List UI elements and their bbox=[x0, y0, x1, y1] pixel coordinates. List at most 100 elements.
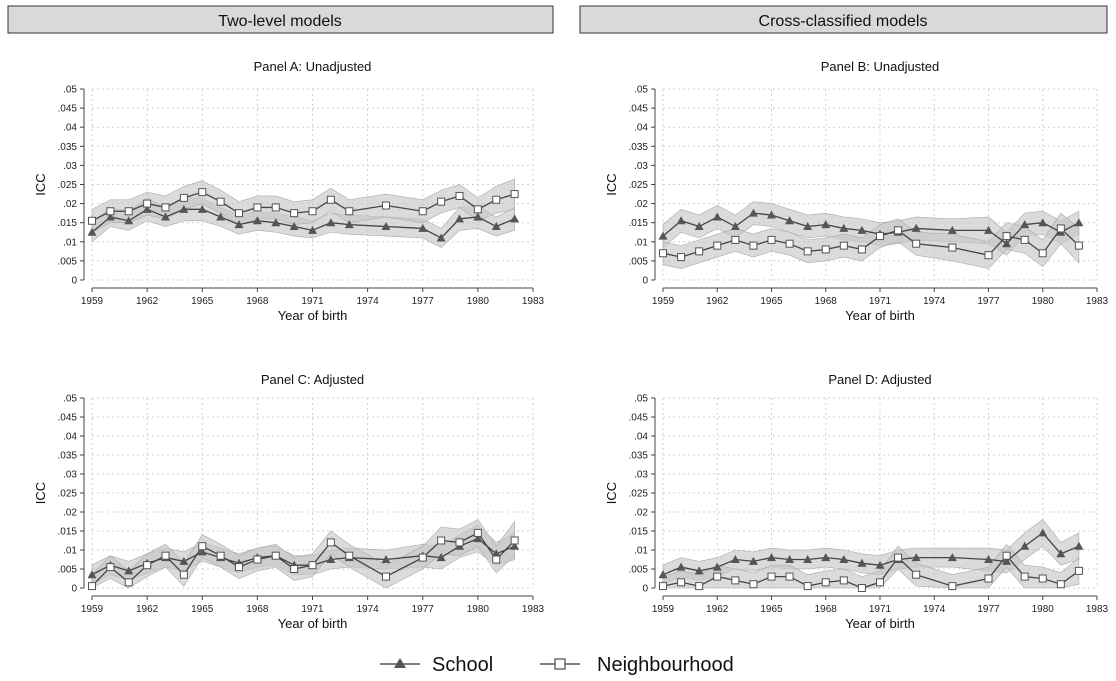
neighbourhood-point bbox=[253, 203, 262, 212]
school-point bbox=[1038, 218, 1048, 227]
y-tick-label: .005 bbox=[58, 256, 78, 267]
panel-title: Panel C: Adjusted bbox=[261, 372, 364, 387]
school-point bbox=[984, 225, 993, 234]
panel-d: Panel D: Adjusted 0 .005 .01 .015 .02 .025 .03.… bbox=[604, 372, 1109, 631]
neighbourhood-line bbox=[662, 554, 1080, 589]
x-tick-label: 1959 bbox=[652, 296, 675, 307]
neighbourhood-point bbox=[216, 551, 225, 560]
neighbourhood-point bbox=[88, 216, 96, 225]
neighbourhood-point bbox=[695, 247, 704, 256]
neighbourhood-point bbox=[659, 582, 667, 591]
legend-neighbourhood-label: Neighbourhood bbox=[597, 654, 734, 676]
school-point bbox=[436, 553, 446, 562]
y-tick-label: 0 bbox=[642, 276, 648, 287]
neighbourhood-point bbox=[88, 582, 96, 591]
y-axis-title: ICC bbox=[33, 482, 48, 504]
school-point bbox=[381, 222, 391, 231]
school-point bbox=[418, 223, 428, 232]
y-tick-label: .035 bbox=[58, 142, 78, 153]
x-tick-label: 1965 bbox=[191, 296, 214, 307]
y-tick-label: .005 bbox=[629, 565, 649, 576]
neighbourhood-ci-band bbox=[91, 178, 515, 233]
y-tick-label: .045 bbox=[629, 413, 649, 424]
school-point bbox=[730, 222, 740, 231]
school-point bbox=[381, 555, 391, 563]
neighbourhood-point bbox=[326, 195, 335, 204]
school-point bbox=[658, 231, 668, 240]
neighbourhood-point bbox=[124, 578, 133, 587]
y-tick-label: 0 bbox=[642, 584, 648, 595]
neighbourhood-ci-band bbox=[662, 543, 1080, 589]
neighbourhood-point bbox=[659, 249, 667, 258]
y-tick-label: .05 bbox=[63, 394, 77, 405]
school-point bbox=[676, 562, 686, 571]
y-tick-label: .025 bbox=[58, 489, 78, 500]
neighbourhood-point bbox=[382, 201, 390, 210]
neighbourhood-point bbox=[1038, 574, 1047, 583]
school-point bbox=[1038, 528, 1048, 537]
neighbourhood-point bbox=[418, 207, 427, 216]
neighbourhood-point bbox=[308, 561, 317, 570]
y-tick-label: .045 bbox=[58, 413, 78, 424]
neighbourhood-point bbox=[894, 226, 903, 235]
school-point bbox=[767, 210, 776, 219]
panel-title: Panel A: Unadjusted bbox=[254, 59, 372, 74]
y-tick-label: .04 bbox=[634, 432, 648, 443]
neighbourhood-point bbox=[455, 538, 464, 547]
school-point bbox=[216, 212, 226, 221]
neighbourhood-point bbox=[713, 572, 722, 581]
y-tick-label: .04 bbox=[63, 123, 77, 134]
x-tick-label: 1968 bbox=[815, 296, 838, 307]
neighbourhood-point bbox=[326, 538, 335, 547]
x-axis-title: Year of birth bbox=[278, 308, 348, 323]
school-point bbox=[748, 556, 758, 565]
x-tick-label: 1983 bbox=[522, 604, 545, 615]
neighbourhood-point bbox=[473, 205, 482, 214]
neighbourhood-line bbox=[91, 191, 515, 222]
x-tick-label: 1959 bbox=[81, 604, 104, 615]
neighbourhood-point bbox=[179, 570, 188, 579]
neighbourhood-point bbox=[345, 551, 354, 560]
school-point bbox=[308, 225, 317, 234]
neighbourhood-point bbox=[455, 191, 464, 200]
x-tick-label: 1962 bbox=[136, 296, 159, 307]
x-tick-label: 1974 bbox=[923, 604, 946, 615]
y-axis-title: ICC bbox=[604, 482, 619, 504]
neighbourhood-point bbox=[290, 209, 299, 218]
y-axis-title: ICC bbox=[604, 173, 619, 195]
y-tick-label: .015 bbox=[58, 527, 78, 538]
school-point bbox=[1020, 541, 1030, 550]
x-axis-title: Year of birth bbox=[845, 308, 915, 323]
x-tick-label: 1965 bbox=[191, 604, 214, 615]
school-point bbox=[712, 562, 722, 571]
neighbourhood-line bbox=[662, 227, 1080, 258]
neighbourhood-point bbox=[308, 207, 317, 216]
y-tick-label: .01 bbox=[634, 546, 648, 557]
y-tick-label: .03 bbox=[63, 470, 77, 481]
neighbourhood-point bbox=[473, 528, 482, 537]
x-axis-title: Year of birth bbox=[278, 616, 348, 631]
neighbourhood-point bbox=[1002, 551, 1011, 560]
y-tick-label: .025 bbox=[58, 180, 78, 191]
x-tick-label: 1971 bbox=[869, 604, 892, 615]
x-tick-label: 1980 bbox=[1032, 604, 1055, 615]
neighbourhood-line bbox=[91, 532, 516, 587]
x-tick-label: 1980 bbox=[1032, 296, 1055, 307]
x-axis-title: Year of birth bbox=[845, 616, 915, 631]
x-tick-label: 1977 bbox=[977, 296, 1000, 307]
school-point bbox=[436, 233, 446, 242]
neighbourhood-point bbox=[876, 232, 884, 241]
school-point bbox=[510, 541, 520, 550]
neighbourhood-point bbox=[731, 235, 740, 244]
school-point bbox=[124, 566, 134, 575]
neighbourhood-ci-band bbox=[662, 212, 1080, 269]
school-point bbox=[767, 553, 776, 562]
neighbourhood-point bbox=[143, 561, 152, 570]
neighbourhood-point bbox=[124, 207, 133, 216]
school-point bbox=[1002, 556, 1012, 565]
x-tick-label: 1968 bbox=[246, 604, 269, 615]
neighbourhood-point bbox=[382, 572, 390, 581]
school-point bbox=[271, 218, 281, 227]
neighbourhood-point bbox=[821, 578, 830, 587]
neighbourhood-point bbox=[510, 190, 519, 199]
